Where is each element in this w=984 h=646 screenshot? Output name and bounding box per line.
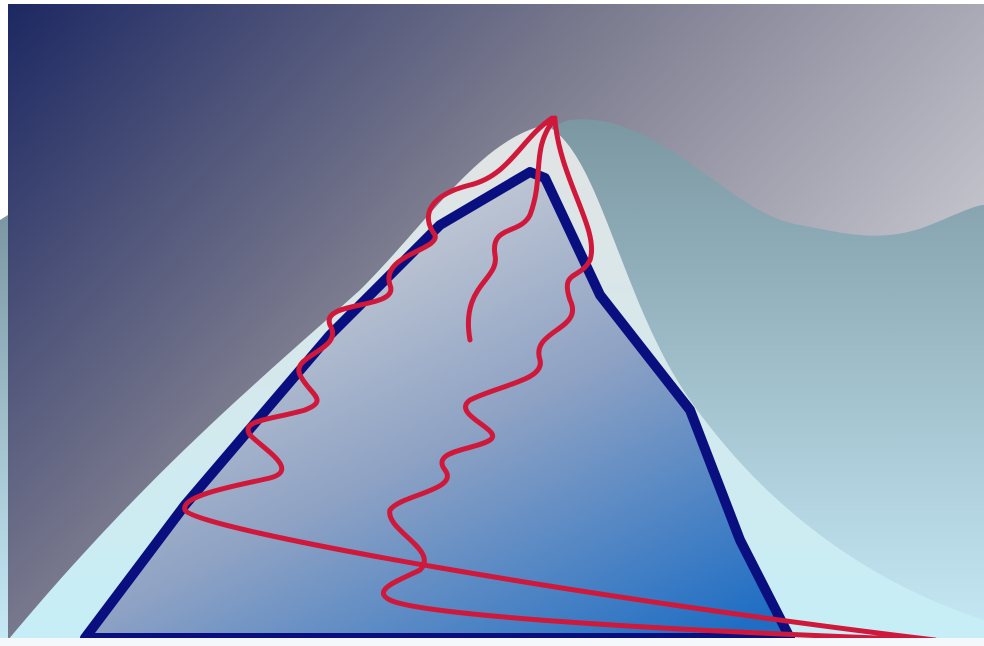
bottom-border — [0, 638, 984, 646]
red-lines — [182, 115, 938, 643]
mountain-peak — [80, 167, 795, 643]
red-line — [182, 115, 938, 643]
red-line — [465, 115, 558, 343]
left-strip — [0, 215, 8, 640]
red-line — [380, 117, 933, 643]
